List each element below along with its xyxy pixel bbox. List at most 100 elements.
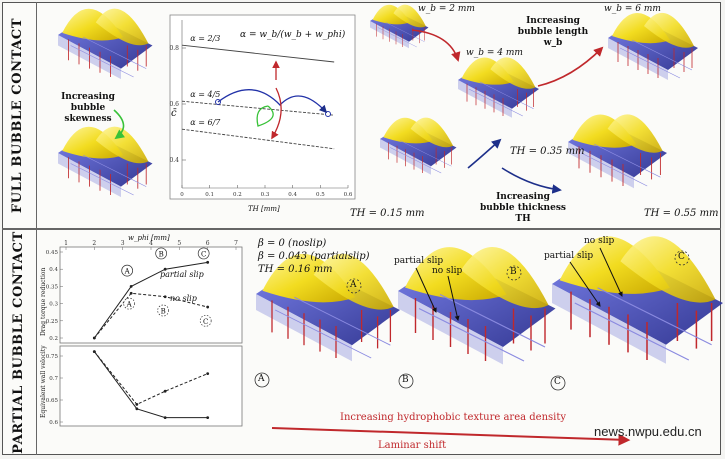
no-slip-velocity-series-point — [92, 350, 96, 353]
beta-noslip: β = 0 (noslip) — [258, 238, 327, 249]
thickness-label: Increasing bubble thickness TH — [480, 192, 566, 224]
bubble-render-wb4 — [457, 57, 540, 119]
alpha-line — [181, 128, 335, 150]
bubble-render-low-skew — [57, 8, 153, 80]
no-slip-torque-series-point — [206, 305, 210, 309]
partial-slip-label-b: partial slip — [394, 256, 444, 266]
case-a-dashed — [346, 278, 362, 294]
label-column-divider — [36, 2, 37, 455]
no-slip-torque-series-point — [129, 291, 133, 295]
partial-slip-velocity-series-point — [206, 416, 210, 419]
ytick-label: 0.25 — [46, 319, 59, 325]
thickness-arrow-1 — [467, 138, 502, 169]
ytick-label: 0.8 — [169, 45, 179, 52]
red-trajectory — [271, 87, 282, 140]
ytick-label: 0.35 — [46, 284, 59, 290]
point-label: C — [203, 318, 208, 326]
partial-contact-chart: 1 2 3 4 5 6 7 0.45 0.4 0.35 0.3 0.25 0.2 0.75 0.7 0.65 0… — [46, 240, 243, 427]
chart-ylabel: c̄ — [171, 108, 177, 119]
skewness-arrow — [113, 109, 126, 140]
point-label: A — [126, 301, 133, 309]
point-marker-dashed — [157, 304, 170, 317]
xtick-label: 3 — [121, 240, 125, 247]
xtick-label: 0.2 — [233, 192, 242, 198]
watermark: news.nwpu.edu.cn — [594, 424, 702, 439]
wb4-label: w_b = 4 mm — [466, 48, 523, 58]
xtick-label: 5 — [177, 240, 181, 247]
trajectory-end — [325, 111, 331, 117]
partial-slip-torque-series — [93, 261, 208, 339]
xtick-label: 0.1 — [205, 192, 214, 198]
laminar-shift-arrow — [271, 427, 631, 446]
case-b-label: B — [402, 375, 409, 385]
ytick-label: 0.7 — [49, 376, 58, 382]
xtick-label: 7 — [234, 240, 238, 247]
xtick-label: 6 — [206, 240, 210, 247]
th035-label: TH = 0.35 mm — [510, 146, 585, 157]
drag-torque-ylabel: Drag torque reduction — [40, 267, 47, 336]
no-slip-torque-series-point — [92, 336, 96, 340]
alpha-line — [181, 100, 335, 116]
bubble-render-high-skew — [57, 126, 153, 198]
point-marker — [197, 247, 210, 260]
partial-slip-velocity-series-point — [135, 407, 139, 411]
point-label: A — [124, 268, 131, 276]
alpha-formula: α = w_b/(w_b + w_phi) — [240, 30, 346, 40]
chart-xlabel: TH [mm] — [248, 205, 280, 213]
case-b-marker — [398, 373, 414, 389]
xtick-label: 2 — [92, 240, 96, 247]
point-marker — [121, 264, 134, 277]
case-c-dashed-label: C — [678, 252, 685, 262]
no-slip-velocity-series-point — [135, 403, 139, 406]
partial-slip-label-c: partial slip — [544, 251, 594, 261]
no-slip-chart-label: no slip — [170, 294, 197, 303]
alpha-line-label: α = 2/3 — [190, 34, 220, 43]
wb2-label: w_b = 2 mm — [418, 4, 475, 14]
ytick-label: 0.4 — [49, 267, 58, 273]
th055-label: TH = 0.55 mm — [644, 208, 719, 219]
beta-partialslip: β = 0.043 (partialslip) — [258, 251, 370, 262]
partial-slip-chart-label: partial slip — [160, 270, 204, 279]
no-slip-velocity-series-point — [206, 372, 210, 375]
point-label: C — [201, 250, 206, 258]
length-arrow-2 — [537, 46, 604, 87]
xtick-label: 4 — [149, 240, 153, 247]
no-slip-label-c: no slip — [584, 236, 615, 246]
ytick-label: 0.4 — [169, 157, 179, 164]
point-marker — [155, 247, 168, 260]
thickness-arrow-2 — [501, 167, 562, 194]
length-arrow-1 — [411, 29, 461, 62]
no-slip-pointer-c — [599, 247, 623, 297]
ytick-label: 0.65 — [46, 398, 59, 404]
alpha-line-label: α = 4/5 — [190, 90, 220, 99]
no-slip-torque-series-point — [163, 295, 167, 299]
ytick-label: 0.2 — [49, 336, 58, 342]
no-slip-velocity-series — [93, 351, 208, 406]
no-slip-torque-series — [93, 292, 208, 339]
partial-slip-torque-series-point — [206, 260, 210, 264]
th015-label: TH = 0.15 mm — [350, 208, 425, 219]
case-b-dashed — [506, 265, 522, 281]
partial-slip-torque-series-point — [163, 267, 167, 271]
partial-slip-velocity-series-point — [163, 416, 167, 419]
xtick-label: 0.6 — [344, 192, 353, 198]
bubble-render-wb6 — [607, 12, 699, 81]
alpha-line-label: α = 6/7 — [190, 118, 221, 127]
texture-density-label: Increasing hydrophobic texture area dens… — [340, 412, 567, 423]
case-a-marker — [254, 372, 270, 388]
ytick-label: 0.6 — [49, 420, 58, 426]
wb6-label: w_b = 6 mm — [604, 4, 661, 14]
skewness-label: Increasing bubble skewness — [61, 92, 115, 124]
point-marker-dashed — [199, 314, 212, 327]
xtick-label: 0.3 — [261, 192, 270, 198]
case-c-dashed — [674, 250, 690, 266]
case-a-label: A — [258, 374, 265, 384]
partial-slip-pointer-c — [569, 261, 601, 307]
point-label: B — [159, 250, 164, 258]
bubble-thickness-chart: 0.8 0.6 0.4 0 0.1 0.2 0.3 0.4 0.5 0.6 α = 2/3 α = 4… — [169, 14, 356, 200]
xtick-label: 0.4 — [288, 192, 297, 198]
point-label: B — [161, 307, 166, 315]
ytick-label: 0.3 — [49, 302, 58, 308]
partial-slip-velocity-series — [93, 351, 208, 419]
